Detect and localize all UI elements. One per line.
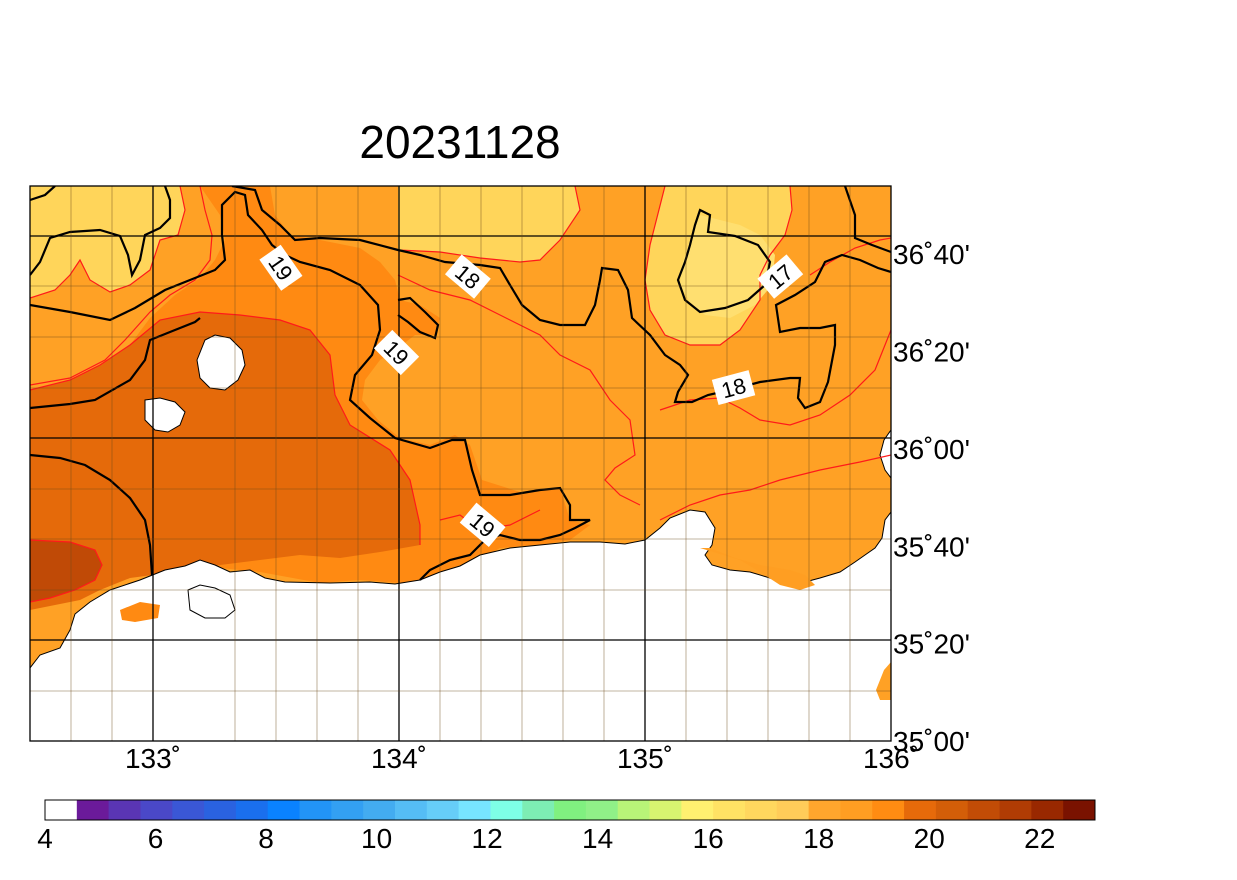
colorbar-tick-label: 22 (1024, 823, 1055, 854)
latitude-tick-label: 35˚40' (893, 531, 970, 562)
colorbar-segment (395, 800, 428, 820)
sea-field-17-north (30, 186, 185, 298)
colorbar-labels: 4 6 8 10 12 14 16 18 20 22 (37, 823, 1055, 854)
colorbar-segment (522, 800, 555, 820)
latitude-tick-label: 35˚20' (893, 629, 970, 660)
colorbar-tick-label: 12 (472, 823, 503, 854)
colorbar-segment (999, 800, 1032, 820)
colorbar-segment (808, 800, 841, 820)
colorbar-tick-label: 10 (361, 823, 392, 854)
latitude-axis: 36˚40' 36˚20' 36˚00' 35˚40' 35˚20' 35˚00' (893, 239, 970, 757)
sea-field-16-northeast (680, 215, 775, 318)
colorbar-frame (44, 799, 1096, 821)
colorbar-segment (363, 800, 396, 820)
colorbar-segment (45, 800, 78, 820)
colorbar-tick-label: 20 (914, 823, 945, 854)
colorbar-segment (76, 800, 110, 820)
latitude-tick-label: 36˚20' (893, 337, 970, 368)
colorbar-segment (426, 800, 460, 820)
colorbar-segment (490, 800, 523, 820)
colorbar-tick-label: 16 (693, 823, 724, 854)
latitude-tick-label: 36˚40' (893, 239, 970, 270)
colorbar-segment (713, 800, 746, 820)
colorbar-segment (967, 800, 1000, 820)
colorbar-segment (172, 800, 205, 820)
grid-major (30, 186, 891, 741)
colorbar-segment (904, 800, 937, 820)
colorbar-segment (458, 800, 491, 820)
latitude-tick-label: 35˚00' (893, 726, 970, 757)
colorbar-segment (649, 800, 682, 820)
colorbar-tick-label: 18 (803, 823, 834, 854)
colorbar-segment (108, 800, 141, 820)
grid-minor (30, 186, 891, 741)
contour-label: 18 (711, 370, 756, 406)
land-sea-inlet-east (700, 548, 815, 590)
longitude-tick-label: 133˚ (125, 743, 181, 774)
colorbar-segment (331, 800, 364, 820)
colorbar-segment (1063, 800, 1096, 820)
colorbar-segment (776, 800, 810, 820)
longitude-tick-label: 136˚ (863, 743, 919, 774)
sea-field-17-central-north (398, 186, 580, 262)
colorbar-segment (585, 800, 619, 820)
land-oki-dozen-islands (144, 397, 186, 433)
contour-label: 19 (259, 244, 303, 291)
longitude-tick-label: 135˚ (617, 743, 673, 774)
colorbar-segment (554, 800, 587, 820)
colorbar-segment (235, 800, 269, 820)
colorbar-segment (140, 800, 173, 820)
colorbar-segment (745, 800, 778, 820)
colorbar-tick-label: 14 (582, 823, 613, 854)
latitude-tick-label: 36˚00' (893, 434, 970, 465)
colorbar-segment (872, 800, 905, 820)
map-title: 20231128 (359, 116, 560, 168)
colorbar-segment (840, 800, 873, 820)
colorbar-tick-label: 4 (37, 823, 53, 854)
colorbar-segment (935, 800, 969, 820)
colorbar-segment (681, 800, 714, 820)
land-honshu-coast (30, 509, 891, 741)
colorbar-segment (617, 800, 650, 820)
colorbar-segment (267, 800, 300, 820)
colorbar-segment (1031, 800, 1064, 820)
map-frame (29, 185, 892, 742)
colorbar-segment (299, 800, 332, 820)
sea-field-20 (30, 312, 420, 610)
colorbar-tick-label: 8 (258, 823, 274, 854)
longitude-axis: 133˚ 134˚ 135˚ 136˚ (125, 743, 919, 774)
sea-field-21 (30, 540, 102, 602)
land-small-coastal-patch (120, 602, 160, 622)
colorbar (44, 799, 1096, 821)
colorbar-segment (204, 800, 237, 820)
colorbar-tick-label: 6 (148, 823, 164, 854)
longitude-tick-label: 134˚ (371, 743, 427, 774)
land-south-east-corner (876, 662, 891, 700)
